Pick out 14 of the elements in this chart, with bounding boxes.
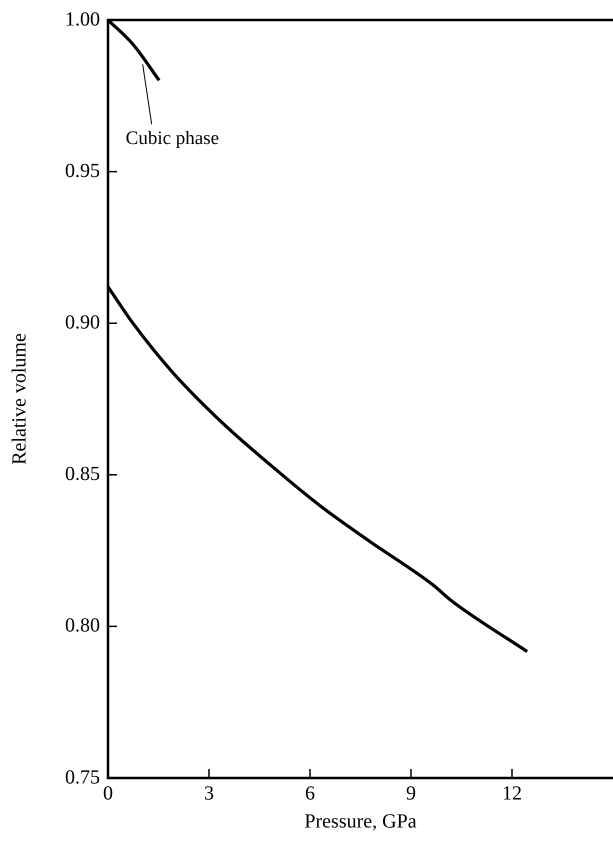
y-tick-label: 0.80 [65, 614, 100, 637]
x-axis-title: Pressure, GPa [304, 810, 417, 832]
y-tick-label: 0.75 [65, 766, 100, 788]
x-tick-label: 12 [502, 782, 522, 804]
y-tick-label: 0.90 [65, 311, 100, 334]
y-axis-title: Relative volume [8, 333, 30, 465]
y-tick-label: 0.95 [65, 160, 100, 182]
x-tick-label: 3 [204, 782, 214, 804]
annotation: Cubic phase [126, 128, 220, 149]
y-tick-label: 0.85 [65, 463, 100, 486]
x-tick-label: 9 [406, 782, 416, 804]
x-tick-label: 0 [103, 782, 113, 804]
y-tick-label: 1.00 [65, 8, 100, 30]
x-tick-label: 6 [305, 782, 315, 804]
